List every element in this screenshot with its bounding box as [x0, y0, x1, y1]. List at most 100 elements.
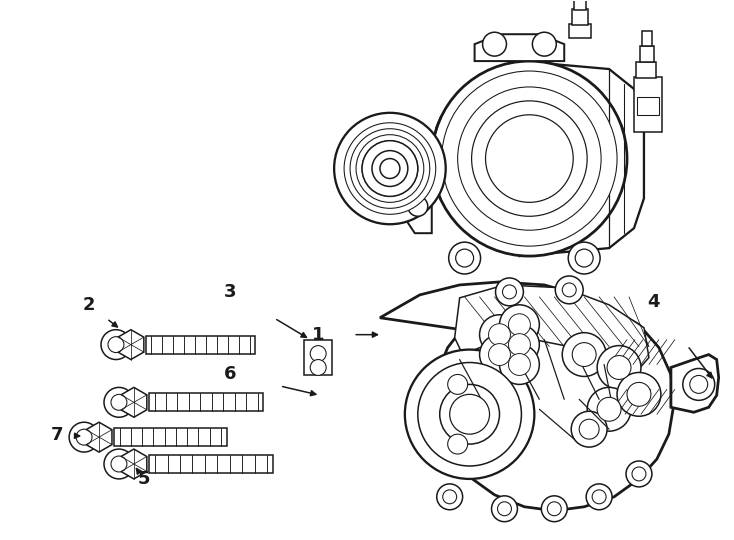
Circle shape	[443, 490, 457, 504]
Circle shape	[556, 276, 584, 304]
Circle shape	[489, 323, 510, 346]
Polygon shape	[149, 393, 264, 411]
Text: 3: 3	[225, 283, 237, 301]
Polygon shape	[149, 455, 273, 473]
Circle shape	[372, 151, 408, 186]
Circle shape	[479, 335, 520, 374]
Circle shape	[500, 345, 539, 384]
Circle shape	[442, 71, 617, 246]
Bar	[570, 24, 591, 38]
Polygon shape	[86, 422, 112, 452]
Circle shape	[101, 330, 131, 360]
Polygon shape	[146, 336, 255, 354]
Circle shape	[450, 394, 490, 434]
Circle shape	[489, 343, 510, 366]
Bar	[573, 9, 588, 25]
Circle shape	[456, 249, 473, 267]
Text: 2: 2	[83, 296, 95, 314]
Circle shape	[368, 147, 412, 191]
Text: 7: 7	[51, 426, 63, 444]
Polygon shape	[475, 34, 564, 61]
Circle shape	[562, 283, 576, 297]
Circle shape	[562, 333, 606, 376]
Circle shape	[683, 368, 715, 400]
Circle shape	[495, 278, 523, 306]
Circle shape	[344, 123, 436, 214]
Circle shape	[607, 355, 631, 380]
Bar	[640, 46, 654, 62]
Circle shape	[509, 314, 531, 336]
Polygon shape	[671, 355, 719, 412]
Circle shape	[498, 502, 512, 516]
Bar	[574, 0, 586, 10]
Polygon shape	[121, 387, 147, 417]
Circle shape	[532, 32, 556, 56]
Circle shape	[542, 496, 567, 522]
Circle shape	[571, 411, 607, 447]
Text: 1: 1	[312, 326, 324, 343]
Circle shape	[626, 461, 652, 487]
Circle shape	[597, 346, 641, 389]
Circle shape	[587, 387, 631, 431]
Circle shape	[500, 305, 539, 345]
Circle shape	[479, 315, 520, 355]
Circle shape	[448, 242, 481, 274]
Circle shape	[310, 360, 326, 375]
Polygon shape	[380, 282, 674, 511]
Polygon shape	[454, 285, 649, 374]
Circle shape	[76, 429, 92, 445]
Circle shape	[448, 434, 468, 454]
Circle shape	[334, 113, 446, 224]
Circle shape	[310, 346, 326, 361]
Circle shape	[548, 502, 562, 516]
Circle shape	[111, 394, 127, 410]
Circle shape	[405, 349, 534, 479]
Circle shape	[573, 342, 596, 367]
Circle shape	[458, 87, 601, 230]
Circle shape	[482, 32, 506, 56]
Circle shape	[108, 336, 124, 353]
Circle shape	[586, 484, 612, 510]
Circle shape	[690, 375, 708, 393]
Bar	[636, 62, 656, 78]
Bar	[304, 340, 332, 375]
Polygon shape	[520, 61, 644, 256]
Circle shape	[500, 325, 539, 364]
Bar	[634, 77, 662, 132]
Circle shape	[486, 115, 573, 202]
Polygon shape	[114, 428, 227, 446]
Circle shape	[418, 362, 521, 466]
Text: 5: 5	[137, 470, 150, 488]
Circle shape	[617, 373, 661, 416]
Circle shape	[448, 374, 468, 394]
Circle shape	[632, 467, 646, 481]
Circle shape	[408, 197, 428, 217]
Circle shape	[350, 129, 430, 208]
Circle shape	[437, 484, 462, 510]
Polygon shape	[121, 449, 147, 479]
Circle shape	[492, 496, 517, 522]
Circle shape	[568, 242, 600, 274]
Circle shape	[579, 419, 599, 439]
Circle shape	[111, 456, 127, 472]
Circle shape	[104, 387, 134, 417]
Circle shape	[503, 285, 517, 299]
Circle shape	[356, 134, 424, 202]
Polygon shape	[118, 330, 144, 360]
Circle shape	[432, 61, 627, 256]
Circle shape	[627, 382, 651, 406]
Circle shape	[362, 140, 418, 197]
Circle shape	[374, 153, 406, 185]
Circle shape	[104, 449, 134, 479]
Circle shape	[597, 397, 621, 421]
Bar	[642, 31, 652, 46]
Circle shape	[440, 384, 500, 444]
Polygon shape	[405, 179, 432, 233]
Circle shape	[575, 249, 593, 267]
Circle shape	[592, 490, 606, 504]
Text: 4: 4	[647, 293, 660, 311]
Circle shape	[362, 140, 418, 197]
Bar	[637, 97, 659, 115]
Circle shape	[509, 354, 531, 375]
Text: 6: 6	[225, 366, 237, 383]
